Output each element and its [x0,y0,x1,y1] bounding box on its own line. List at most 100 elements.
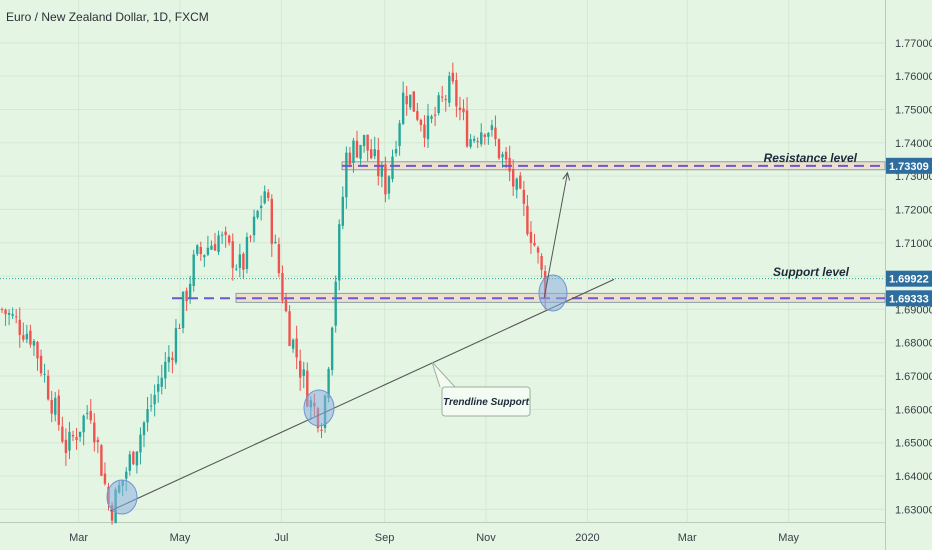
x-tick-label: Mar [678,532,697,544]
candle-body [64,439,68,453]
candle-body [242,253,245,270]
candle [338,219,341,291]
candle [409,94,412,110]
candle-body [4,309,7,315]
y-tick-label: 1.67000 [895,371,932,383]
support-label: Support level [773,265,850,279]
candle-body [259,205,263,209]
candle-body [355,140,359,158]
candle [217,230,220,256]
candle [540,253,543,279]
candle [39,349,43,377]
candle-body [146,409,149,423]
trendline-label: Trendline Support [443,397,530,408]
candle [256,209,259,220]
candle-body [444,99,447,101]
candle [242,252,245,280]
candle [345,146,348,209]
candle [334,275,337,333]
candle [29,324,32,348]
candle-body [526,205,529,235]
candle-body [437,95,440,114]
candle-body [416,111,419,120]
support-price-badge-bg [886,290,932,307]
candle [302,361,305,389]
trendline-callout: Trendline Support [431,361,531,417]
candle [100,444,103,477]
candle-body [338,224,341,281]
candle-body [426,115,430,140]
chart-title: Euro / New Zealand Dollar, 1D, FXCM [6,10,209,24]
candle [196,244,199,257]
candle-body [487,133,490,137]
candle [54,392,57,422]
candle-body [50,399,53,414]
candle-body [476,141,479,143]
candle [437,92,440,116]
candle [11,307,14,319]
candle-body [178,327,181,329]
candle-body [334,281,337,326]
candle-body [465,110,469,147]
candle [462,99,465,121]
candle [153,384,156,417]
candle-body [110,504,114,521]
candle-body [256,210,259,218]
candle [22,322,25,343]
candle [249,234,252,243]
candle [86,405,89,420]
candle-body [370,149,373,159]
current-price-badge-text: 1.69922 [889,274,929,286]
candle-body [228,235,231,243]
candle [132,450,135,466]
candle-body [199,246,202,255]
candle-body [86,412,89,414]
y-tick-label: 1.72000 [895,204,932,216]
candle-body [469,139,472,147]
candle-body [103,473,107,484]
candle [469,134,472,149]
y-tick-label: 1.64000 [895,471,932,483]
candle [416,103,419,122]
candle [206,235,210,257]
candle-body [71,435,75,437]
candle-body [394,149,398,154]
candle [515,177,518,199]
candle-body [89,410,92,421]
candle [171,351,174,374]
candle-body [245,236,249,269]
candle [174,319,178,365]
candle-body [299,360,302,378]
candle-body [32,341,36,346]
candle-body [149,405,153,407]
candle-body [501,154,504,158]
candle-body [412,91,415,112]
candle [252,209,256,243]
candle [401,81,405,126]
candle [224,226,227,248]
candle [526,195,529,236]
resistance-price-badge-text: 1.73309 [889,161,929,173]
candle-body [36,342,39,359]
candle [245,232,249,274]
candle-body [274,241,277,244]
candle-body [0,308,4,310]
candle [277,237,281,278]
candle-body [29,330,32,345]
candle-body [451,72,455,82]
candle-body [224,231,227,236]
candle-body [132,451,135,465]
candle [36,340,39,371]
candle-body [7,312,11,315]
candle [128,450,131,476]
x-tick-label: Nov [476,532,496,544]
arrow-head [562,171,571,181]
candle-body [157,384,160,392]
candle-body [398,123,401,147]
candle [15,308,18,324]
candle-body [93,422,96,443]
candle [519,171,522,190]
candle [458,96,462,121]
